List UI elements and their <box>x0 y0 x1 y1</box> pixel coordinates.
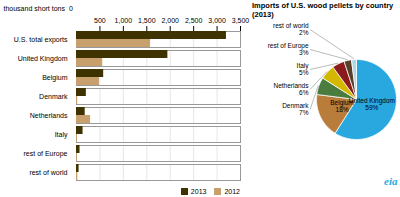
html-text:(2013): (2013) <box>252 10 274 19</box>
svg-text:Netherlands6%: Netherlands6% <box>273 82 309 96</box>
svg-text:Italy5%: Italy5% <box>297 62 310 76</box>
html-text:2012: 2012 <box>224 187 240 195</box>
svg-text:2,000: 2,000 <box>161 17 179 24</box>
svg-text:3,500: 3,500 <box>232 17 250 24</box>
svg-text:Belgium: Belgium <box>42 74 67 82</box>
svg-text:1,500: 1,500 <box>138 17 156 24</box>
svg-text:United Kingdom: United Kingdom <box>18 55 68 63</box>
svg-text:3,000: 3,000 <box>208 17 226 24</box>
svg-text:1,000: 1,000 <box>115 17 133 24</box>
svg-text:rest of Europe3%: rest of Europe3% <box>268 42 309 56</box>
svg-text:United Kingdom59%: United Kingdom59% <box>349 97 395 111</box>
svg-text:Belgium18%: Belgium18% <box>330 99 353 113</box>
svg-text:rest of world2%: rest of world2% <box>273 22 309 36</box>
svg-text:U.S. total exports: U.S. total exports <box>14 36 68 44</box>
svg-text:500: 500 <box>94 17 106 24</box>
svg-text:rest of Europe: rest of Europe <box>24 150 68 158</box>
svg-text:Denmark7%: Denmark7% <box>282 102 309 116</box>
svg-text:eia: eia <box>384 175 398 187</box>
svg-text:rest of world: rest of world <box>29 169 67 176</box>
html-text:2013: 2013 <box>190 187 207 195</box>
svg-text:thousand short tons 0: thousand short tons 0 <box>4 5 73 12</box>
svg-text:2,500: 2,500 <box>185 17 203 24</box>
html-text:Imports of U.S. wood pellets b: Imports of U.S. wood pellets by country <box>252 1 394 10</box>
svg-text:Denmark: Denmark <box>39 93 68 100</box>
svg-text:Netherlands: Netherlands <box>30 112 68 119</box>
svg-text:Italy: Italy <box>55 131 68 139</box>
